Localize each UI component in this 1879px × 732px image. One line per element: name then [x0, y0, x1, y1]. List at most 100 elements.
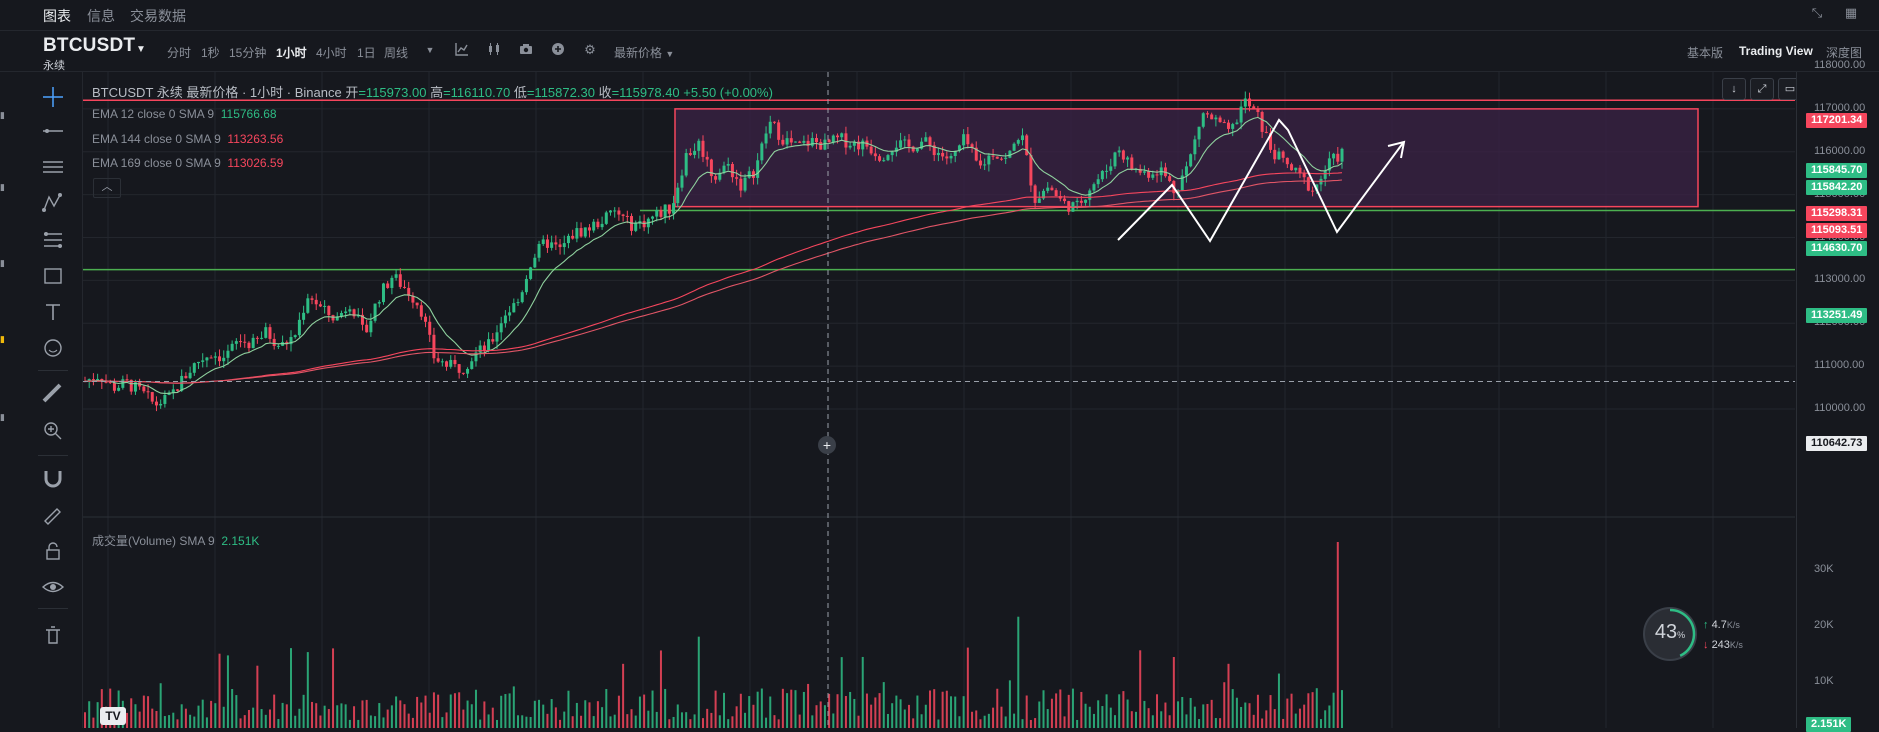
volume-bar	[382, 717, 385, 728]
candle-body	[739, 178, 743, 191]
view-tradingview[interactable]: Trading View	[1739, 44, 1813, 58]
candle-body	[924, 137, 928, 142]
parallel-channel-icon[interactable]	[40, 154, 66, 180]
tab-info[interactable]: 信息	[87, 8, 115, 24]
emoji-icon[interactable]	[40, 335, 66, 361]
eye-icon[interactable]	[40, 574, 66, 600]
volume-bar	[218, 653, 221, 728]
magnet-icon[interactable]	[40, 465, 66, 491]
view-depth[interactable]: 深度图	[1826, 46, 1863, 60]
candle-body	[819, 142, 823, 150]
horizontal-line-icon[interactable]	[40, 118, 66, 144]
legend-high-value: =116110.70	[443, 85, 511, 100]
price-chart[interactable]	[83, 72, 1795, 728]
trash-icon[interactable]	[40, 622, 66, 648]
volume-bar	[571, 716, 574, 728]
volume-bar	[529, 717, 532, 728]
price-badge: 117201.34	[1806, 113, 1868, 128]
volume-bar	[495, 719, 498, 728]
candle-body	[226, 350, 230, 358]
candle-body	[709, 159, 713, 177]
volume-bar	[1038, 701, 1041, 728]
view-basic[interactable]: 基本版	[1687, 46, 1724, 60]
candle-body	[188, 372, 192, 379]
settings-icon[interactable]: ⚙	[584, 42, 596, 57]
candle-style-icon[interactable]	[486, 42, 502, 58]
interval-timeline[interactable]: 分时	[167, 46, 192, 60]
crosshair-add-icon[interactable]: +	[818, 436, 836, 454]
interval-1h[interactable]: 1小时	[276, 46, 307, 60]
symbol-dropdown-icon[interactable]: ▼	[136, 44, 146, 55]
candle-body	[541, 239, 545, 244]
price-type-select[interactable]: 最新价格 ▼	[614, 44, 674, 61]
interval-weekly[interactable]: 周线	[384, 46, 409, 60]
ema12-legend[interactable]: EMA 12 close 0 SMA 9 115766.68	[92, 107, 277, 121]
tab-trading-data[interactable]: 交易数据	[130, 8, 186, 24]
interval-4h[interactable]: 4小时	[316, 46, 347, 60]
volume-bar	[298, 708, 301, 728]
legend-collapse-button[interactable]: ︿	[93, 178, 121, 198]
candle-body	[318, 304, 322, 307]
chart-canvas[interactable]	[83, 72, 1795, 728]
zoom-icon[interactable]	[40, 418, 66, 444]
volume-bar	[369, 715, 372, 728]
indicators-icon[interactable]	[454, 42, 470, 58]
candle-body	[445, 361, 449, 367]
tradingview-logo-icon[interactable]: TV	[100, 707, 126, 725]
volume-bar	[1164, 702, 1167, 728]
chart-toolbar: BTCUSDT ▼ 永续 分时 1秒 15分钟 1小时 4小时 1日 周线 ▼ …	[0, 31, 1879, 72]
volume-bar	[1219, 718, 1222, 728]
edge-mark-active: ▮	[0, 334, 5, 344]
candle-body	[1214, 117, 1218, 120]
add-icon[interactable]	[550, 42, 566, 58]
ema12-line	[84, 116, 1343, 394]
legend-low-value: =115872.30	[526, 85, 595, 100]
fib-icon[interactable]	[40, 227, 66, 253]
fullscreen-icon[interactable]: ⤢	[1750, 78, 1774, 100]
interval-1d[interactable]: 1日	[357, 46, 376, 60]
candle-body	[297, 319, 301, 336]
pencil-lock-icon[interactable]	[40, 501, 66, 527]
ruler-icon[interactable]	[40, 381, 66, 407]
ema144-legend[interactable]: EMA 144 close 0 SMA 9 113263.56	[92, 132, 283, 146]
candle-body	[1210, 114, 1214, 120]
text-icon[interactable]	[40, 299, 66, 325]
volume-bar	[1332, 692, 1335, 728]
candle-body	[802, 140, 806, 143]
ema12-label: EMA 12 close 0 SMA 9	[92, 107, 215, 121]
dropdown-caret-icon[interactable]: ▼	[425, 45, 435, 55]
volume-bar	[214, 703, 217, 728]
pattern-icon[interactable]	[40, 190, 66, 216]
volume-bar	[945, 690, 948, 728]
interval-1s[interactable]: 1秒	[201, 46, 220, 60]
lock-icon[interactable]	[40, 538, 66, 564]
volume-bar	[449, 694, 452, 728]
scroll-down-icon[interactable]: ↓	[1722, 78, 1746, 100]
crosshair-icon[interactable]	[40, 84, 66, 110]
volume-bar	[954, 696, 957, 728]
ema12-value: 115766.68	[220, 107, 277, 121]
ema169-legend[interactable]: EMA 169 close 0 SMA 9 113026.59	[92, 156, 283, 170]
candle-body	[600, 223, 604, 228]
volume-legend[interactable]: 成交量(Volume) SMA 9 2.151K	[92, 532, 259, 549]
symbol-name[interactable]: BTCUSDT	[43, 35, 136, 56]
camera-icon[interactable]	[518, 42, 534, 58]
candle-body	[1121, 150, 1125, 160]
interval-15m[interactable]: 15分钟	[229, 46, 267, 60]
grid-icon[interactable]: ▦	[1844, 5, 1858, 20]
volume-bar	[348, 719, 351, 728]
candle-body	[621, 214, 625, 216]
candle-body	[932, 145, 936, 156]
candle-body	[575, 228, 579, 239]
candle-body	[478, 345, 482, 353]
rectangle-icon[interactable]	[40, 263, 66, 289]
price-type-label: 最新价格	[614, 46, 663, 60]
candle-body	[831, 135, 835, 143]
collapse-icon[interactable]: ⤡	[1811, 5, 1823, 20]
volume-bar	[491, 707, 494, 728]
volume-bar	[1198, 719, 1201, 728]
legend-high-label: 高	[430, 85, 444, 100]
volume-bar	[533, 700, 536, 728]
legend-low-label: 低	[513, 85, 527, 100]
tab-chart[interactable]: 图表	[43, 8, 71, 34]
